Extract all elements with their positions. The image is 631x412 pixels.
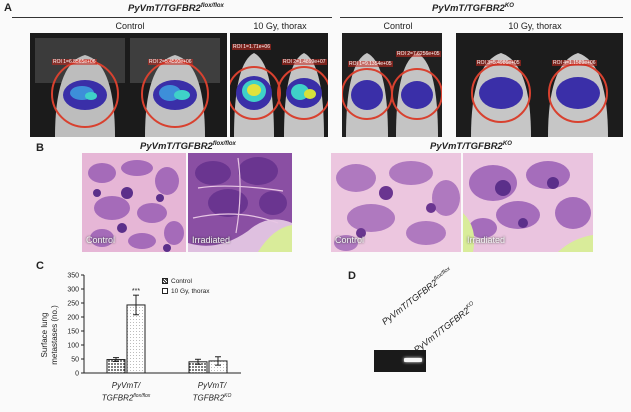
bioluminescence-image-ko-irradiated: ROI 3=5.4986e+05 ROI 4=1.1589e+06 — [456, 33, 623, 137]
panel-a-left-title: PyVmT/TGFBR2flox/flox — [128, 3, 224, 15]
y-tick-label: 350 — [67, 273, 79, 280]
y-tick-label: 150 — [67, 329, 79, 336]
legend-swatch-irradiated — [162, 288, 168, 294]
panel-a-left-divider — [12, 17, 332, 18]
tissue-label: Control — [335, 235, 365, 245]
panel-b-left-title: PyVmT/TGFBR2flox/flox — [140, 141, 236, 153]
panel-a-control-label-2: Control — [383, 21, 413, 31]
histology-flox-control: Control — [82, 153, 186, 252]
tissue-label: Irradiated — [467, 235, 506, 245]
panel-letter-b: B — [36, 142, 44, 154]
roi-label: ROI 2=7.6256e+05 — [396, 51, 441, 57]
panel-a-irradiated-label-2: 10 Gy, thorax — [508, 21, 562, 31]
panel-letter-a: A — [4, 2, 12, 14]
bar-chart: Surface lung metastases (no.) *** 0 50 100… — [36, 270, 296, 410]
roi-label: ROI 1=9.1354e+05 — [348, 61, 393, 67]
roi-label: ROI 1=1.71e+06 — [232, 44, 271, 50]
panel-a-control-label-1: Control — [115, 21, 145, 31]
bioluminescence-image-ko-control: ROI 1=9.1354e+05 ROI 2=7.6256e+05 — [342, 33, 442, 137]
histology-ko-control: Control — [331, 153, 461, 252]
significance-marker: *** — [132, 288, 140, 295]
panel-a-right-divider — [340, 17, 623, 18]
panel-letter-c: C — [36, 260, 44, 272]
gel-band — [404, 358, 422, 362]
panel-a-irradiated-label-1: 10 Gy, thorax — [253, 21, 307, 31]
tissue-label: Control — [86, 235, 116, 245]
legend-label-irradiated: 10 Gy, thorax — [171, 287, 210, 295]
x-group-label-ko: PyVmT/ TGFBR2KO — [192, 381, 232, 403]
gel-lane-labels: PyVmT/TGFBR2flox/flox PyVmT/TGFBR2KO — [370, 266, 610, 355]
roi-label: ROI 2=1.4899e+07 — [282, 59, 327, 65]
y-tick-label: 250 — [67, 301, 79, 308]
legend-label-control: Control — [171, 277, 192, 285]
panel-a-right-title: PyVmT/TGFBR2KO — [432, 3, 514, 15]
legend-item-control: Control — [162, 276, 210, 286]
gel-image — [374, 350, 426, 372]
y-tick-label: 100 — [67, 343, 79, 350]
bioluminescence-image-flox-control: ROI 1=6.8565e+06 ROI 2=5.4590e+06 — [30, 33, 227, 137]
chart-legend: Control 10 Gy, thorax — [162, 276, 210, 296]
y-tick-label: 200 — [67, 315, 79, 322]
lane-label-ko: PyVmT/TGFBR2KO — [412, 300, 476, 355]
y-tick-label: 0 — [75, 371, 79, 378]
roi-label: ROI 4=1.1589e+06 — [552, 60, 597, 66]
x-group-label-flox: PyVmT/ TGFBR2flox/flox — [101, 381, 151, 403]
roi-label: ROI 3=5.4986e+05 — [476, 60, 521, 66]
lane-label-flox: PyVmT/TGFBR2flox/flox — [380, 265, 452, 327]
y-tick-label: 300 — [67, 287, 79, 294]
roi-label: ROI 2=5.4590e+06 — [148, 59, 193, 65]
bioluminescence-image-flox-irradiated: ROI 1=1.71e+06 ROI 2=1.4899e+07 — [230, 33, 328, 137]
legend-item-irradiated: 10 Gy, thorax — [162, 286, 210, 296]
roi-label: ROI 1=6.8565e+06 — [52, 59, 97, 65]
y-tick-label: 50 — [71, 357, 79, 364]
bar-chart-plot: *** 0 50 100 150 200 250 300 350 — [67, 273, 241, 378]
histology-ko-irradiated: Irradiated — [463, 153, 593, 252]
legend-swatch-control — [162, 278, 168, 284]
tissue-label: Irradiated — [192, 235, 231, 245]
histology-flox-irradiated: Irradiated — [188, 153, 292, 252]
panel-b-right-title: PyVmT/TGFBR2KO — [430, 141, 512, 153]
panel-letter-d: D — [348, 270, 356, 282]
